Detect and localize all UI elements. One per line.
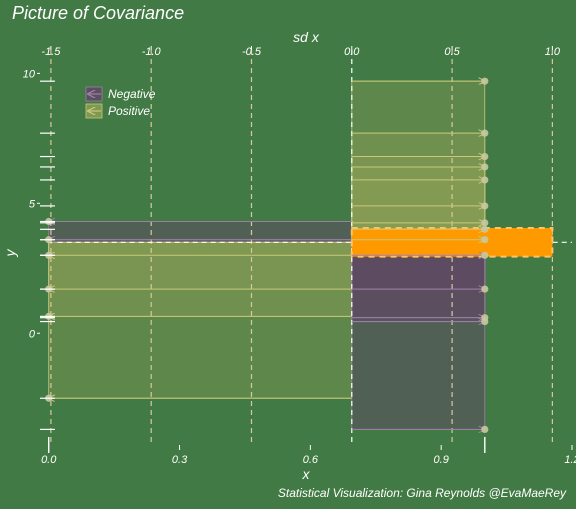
- top-tick-label-5: 1.0: [545, 46, 561, 58]
- x-tick-label-2: 0.6: [303, 454, 319, 466]
- top-axis-title: sd x: [293, 29, 320, 45]
- y-tick-label-1: 5: [29, 198, 36, 210]
- covariance-band: [350, 227, 554, 258]
- data-point-8: [481, 314, 489, 322]
- covariance-rect-19: [351, 80, 486, 243]
- legend-label-0: Negative: [108, 87, 156, 101]
- y-tick-label-2: 10: [23, 68, 36, 80]
- data-point-19: [481, 77, 489, 85]
- data-point-11: [481, 236, 489, 244]
- chart-title: Picture of Covariance: [12, 3, 184, 23]
- data-point-6: [481, 425, 489, 434]
- top-tick-label-1: -1.0: [142, 46, 162, 58]
- data-point-16: [481, 163, 489, 171]
- top-tick-label-3: 0.0: [344, 46, 360, 58]
- x-tick-label-3: 0.9: [434, 454, 449, 466]
- chart-caption: Statistical Visualization: Gina Reynolds…: [278, 486, 567, 500]
- y-tick-label-0: 0: [29, 328, 36, 340]
- data-point-14: [481, 202, 489, 210]
- points-layer: [45, 77, 489, 434]
- covariance-rect-4: [48, 241, 353, 317]
- data-point-9: [481, 285, 489, 293]
- x-tick-label-0: 0.0: [41, 454, 57, 466]
- covariance-band-layer: [350, 227, 554, 258]
- x-tick-label-1: 0.3: [172, 454, 188, 466]
- covariance-rect-0: [48, 221, 353, 243]
- data-point-10: [481, 251, 489, 259]
- data-point-15: [481, 176, 489, 184]
- data-point-17: [481, 152, 489, 161]
- y-axis-title: y: [2, 249, 18, 258]
- arrows-layer: [49, 81, 485, 429]
- x-axis-title: x: [302, 466, 311, 482]
- top-tick-label-4: 0.5: [444, 46, 460, 58]
- top-tick-label-2: -0.5: [242, 46, 262, 58]
- x-tick-label-4: 1.2: [564, 454, 576, 466]
- data-point-18: [481, 129, 489, 137]
- data-point-13: [481, 219, 489, 227]
- axes-layer: 0.0 0.3 0.6 0.9 1.2 -1.5 -1.0 -0.5 0.0 0.5 1.0 0 5 10: [23, 46, 576, 466]
- data-point-12: [481, 225, 489, 233]
- legend-label-1: Positive: [108, 104, 150, 118]
- covariance-rect-5: [48, 241, 353, 399]
- legend: Negative Positive: [85, 86, 156, 119]
- top-tick-label-0: -1.5: [41, 46, 61, 58]
